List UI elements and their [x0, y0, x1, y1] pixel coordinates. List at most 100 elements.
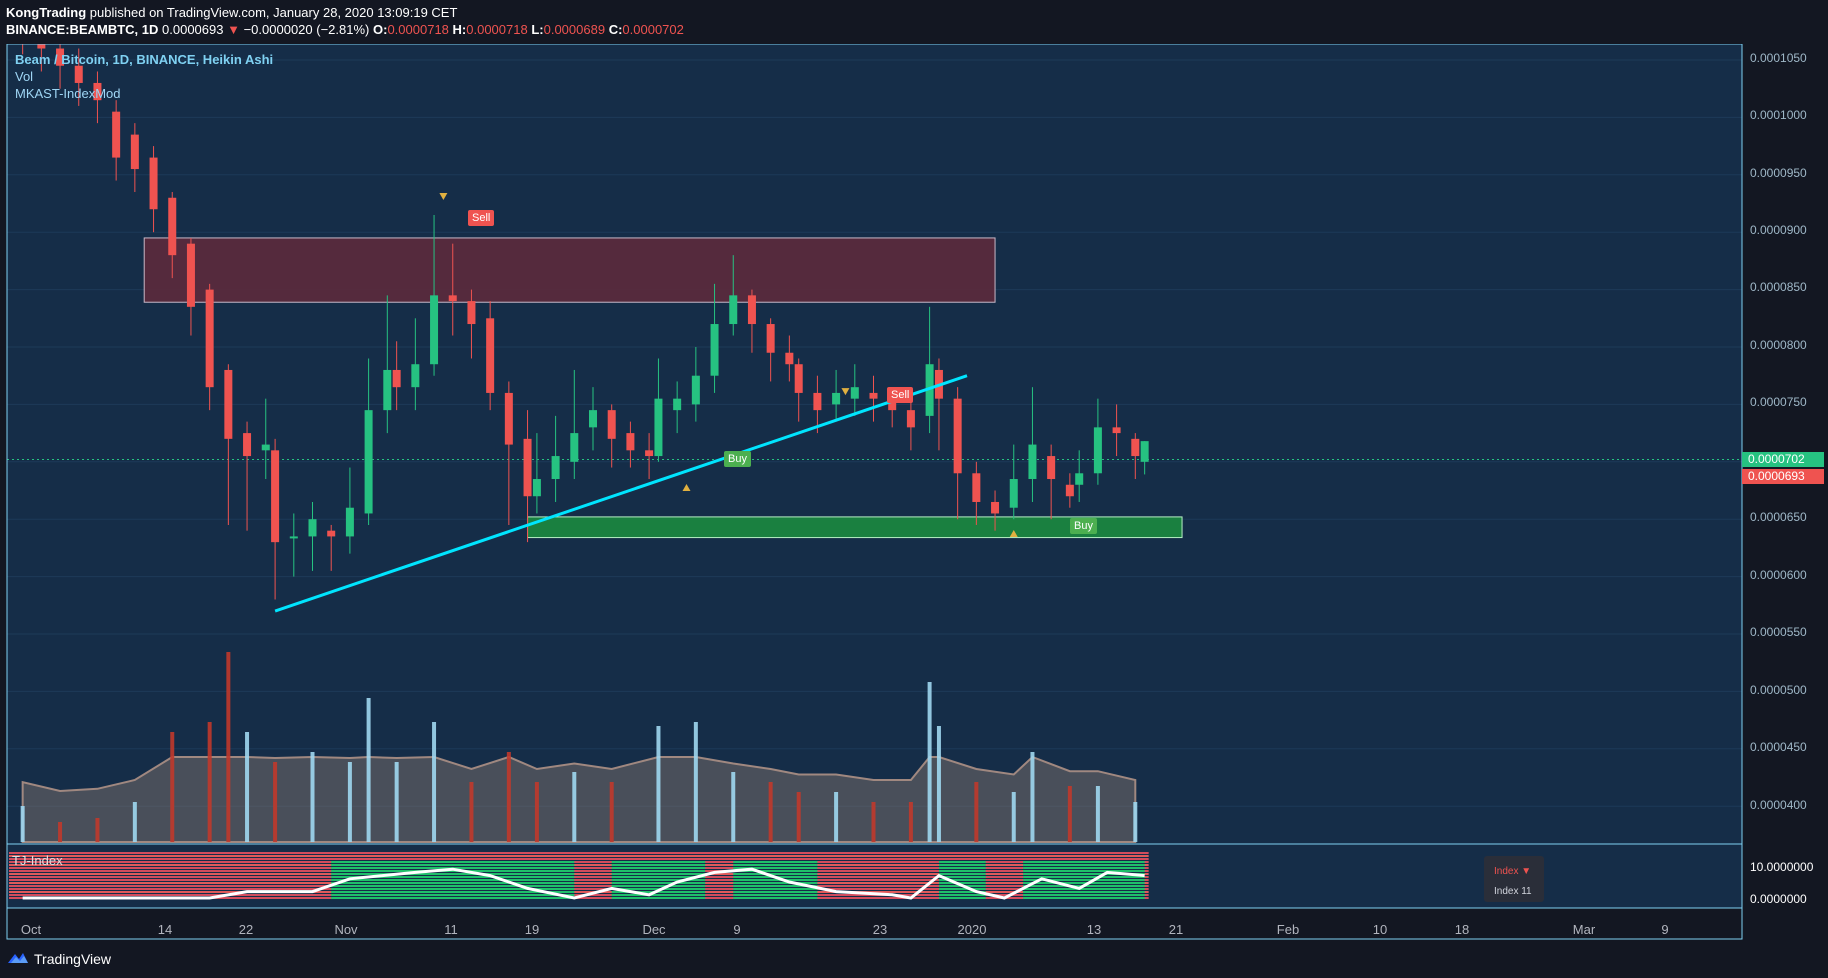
candle-body	[691, 375, 700, 405]
volume-bar	[609, 782, 614, 842]
candle-body	[888, 398, 897, 411]
index-tooltip: Index ▼ Index 11	[1484, 856, 1544, 902]
tj-stripe	[9, 894, 1149, 896]
trendline	[274, 374, 968, 613]
index-tooltip-line1: Index ▼	[1494, 866, 1531, 877]
candle-body	[626, 433, 635, 451]
candle-body	[710, 324, 719, 376]
header-line-1: KongTrading published on TradingView.com…	[6, 5, 457, 20]
tj-index-line	[22, 867, 1145, 900]
tj-stripe-green	[1023, 861, 1145, 863]
index-label: Index	[1494, 866, 1519, 877]
volume-bar	[974, 782, 979, 842]
candle-body	[1028, 444, 1037, 480]
volume-bar	[768, 782, 773, 842]
candle-body	[906, 410, 915, 428]
open-label: O:	[373, 22, 388, 37]
tj-stripe-green	[733, 888, 818, 890]
tj-stripe-green	[938, 873, 986, 875]
candle-body	[243, 433, 252, 457]
candle-body	[168, 197, 177, 256]
candle-body	[149, 157, 158, 210]
tradingview-logo-icon[interactable]	[6, 950, 30, 969]
price-tick: 0.0001000	[1750, 108, 1807, 122]
header: KongTrading published on TradingView.com…	[0, 0, 1828, 44]
candle-body	[186, 243, 195, 307]
candle-body	[430, 295, 439, 365]
time-tick: Dec	[642, 922, 666, 937]
published-text: published on TradingView.com, January 28…	[89, 5, 458, 20]
candle-body	[112, 111, 121, 158]
volume-legend[interactable]: Vol	[15, 69, 34, 84]
down-arrow-icon: ▼	[227, 22, 240, 37]
tradingview-brand[interactable]: TradingView	[34, 951, 112, 967]
candle-body	[467, 301, 476, 325]
candle-body	[532, 479, 541, 497]
time-tick: 14	[157, 922, 173, 937]
sell-marker	[439, 192, 448, 200]
time-tick: 19	[524, 922, 540, 937]
indicator-legend[interactable]: MKAST-IndexMod	[15, 86, 121, 101]
volume-bar	[927, 682, 932, 842]
volume-bar	[394, 762, 399, 842]
tj-stripe-green	[938, 879, 986, 881]
tj-stripe-green	[733, 864, 818, 866]
candle-body	[832, 392, 841, 405]
tj-stripe-green	[938, 897, 986, 899]
tj-tick: 0.0000000	[1750, 892, 1807, 906]
candle-body	[1112, 427, 1121, 434]
time-tick: Feb	[1276, 922, 1300, 937]
tj-stripe-green	[331, 897, 575, 899]
volume-bar	[207, 722, 212, 842]
price-tick: 0.0000900	[1750, 223, 1807, 237]
tj-index-legend[interactable]: TJ-Index	[12, 853, 63, 868]
tj-stripe	[9, 888, 1149, 890]
tj-stripe-green	[611, 885, 706, 887]
tj-stripe-green	[331, 888, 575, 890]
author[interactable]: KongTrading	[6, 5, 87, 20]
candle-body	[271, 450, 280, 543]
candle-body	[729, 295, 738, 325]
sell-marker	[841, 388, 850, 396]
close-value: 0.0000702	[622, 22, 684, 37]
candle-body	[551, 456, 560, 480]
tj-stripe-green	[1023, 867, 1145, 869]
price-tick: 0.0000400	[1750, 798, 1807, 812]
tj-stripe-green	[611, 882, 706, 884]
candle-body	[261, 444, 270, 451]
tj-stripe-green	[938, 864, 986, 866]
volume-bar	[245, 732, 250, 842]
tj-stripe-green	[733, 861, 818, 863]
volume-bar	[731, 772, 736, 842]
candle-body	[93, 82, 102, 101]
tj-stripe	[9, 867, 1149, 869]
candle-body	[308, 519, 317, 537]
tj-stripe	[9, 876, 1149, 878]
volume-bar	[693, 722, 698, 842]
candle-body	[869, 392, 878, 399]
volume-bar	[366, 698, 371, 842]
tj-stripe-green	[611, 879, 706, 881]
volume-bar	[132, 802, 137, 842]
tj-stripe-green	[733, 882, 818, 884]
volume-bar	[273, 762, 278, 842]
sell-signal-label: Sell	[887, 387, 914, 403]
trendline-line	[274, 374, 968, 613]
series-legend-title[interactable]: Beam / Bitcoin, 1D, BINANCE, Heikin Ashi	[15, 52, 274, 67]
candle-body	[383, 369, 392, 411]
candle-body	[1131, 438, 1140, 457]
tj-stripe	[9, 852, 1149, 854]
tj-stripe-green	[331, 861, 575, 863]
resistance-zone	[143, 237, 996, 303]
tj-stripe	[9, 891, 1149, 893]
buy-marker	[682, 484, 691, 492]
candle-body	[205, 289, 214, 388]
volume-bar	[347, 762, 352, 842]
tj-stripe-green	[1023, 879, 1145, 881]
tj-stripe-green	[733, 867, 818, 869]
time-tick: Nov	[334, 922, 358, 937]
tj-stripe	[9, 870, 1149, 872]
open-value: 0.0000718	[387, 22, 449, 37]
price-tick: 0.0000650	[1750, 510, 1807, 524]
tj-stripe-green	[938, 867, 986, 869]
